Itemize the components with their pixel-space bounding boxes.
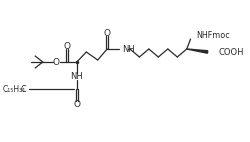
Text: O: O: [64, 41, 71, 51]
Text: O: O: [53, 58, 60, 66]
Text: NH: NH: [122, 44, 135, 54]
Polygon shape: [187, 49, 208, 53]
Text: O: O: [104, 29, 111, 37]
Text: COOH: COOH: [219, 48, 244, 57]
Text: NHFmoc: NHFmoc: [196, 31, 230, 39]
Text: C: C: [20, 84, 26, 93]
Text: NH: NH: [70, 72, 83, 81]
Text: O: O: [73, 100, 80, 109]
Text: C₁₅H₃₁: C₁₅H₃₁: [2, 84, 26, 93]
